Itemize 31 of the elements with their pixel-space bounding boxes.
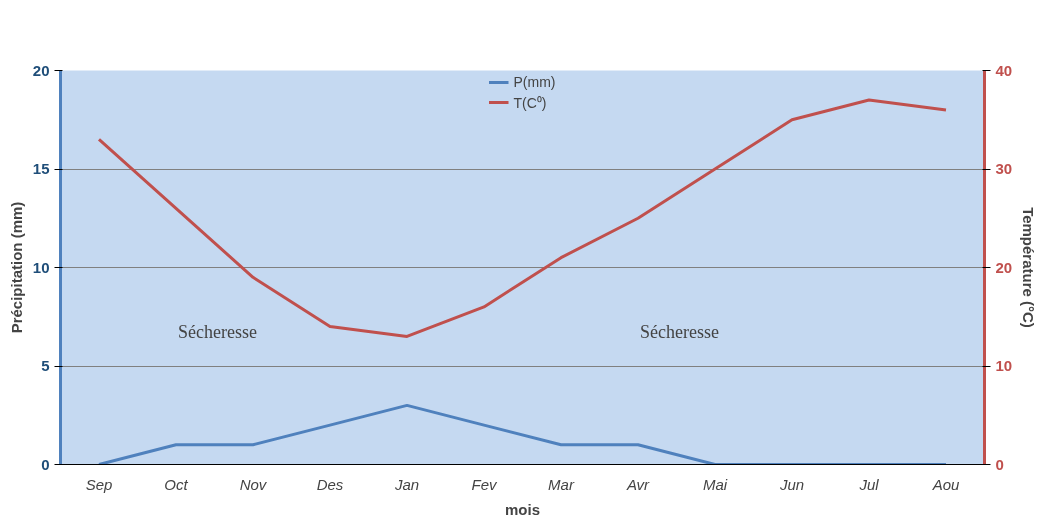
y2-tick-label: 10 (995, 357, 1013, 374)
line-series (97, 403, 948, 465)
legend-label: P(mm) (513, 74, 556, 90)
y2-tick-label: 20 (995, 258, 1013, 276)
y-tick-label: 10 (32, 258, 50, 276)
x-tick-label: Mar (548, 475, 575, 493)
line-series (97, 98, 948, 338)
x-tick-label: Fev (471, 475, 498, 493)
x-tick-label: Nov (239, 475, 268, 493)
y2-tick-label: 0 (995, 455, 1004, 473)
x-tick-label: Jan (393, 475, 420, 493)
y-tick-label: 5 (41, 357, 50, 374)
y-tick-label: 0 (41, 455, 50, 473)
x-tick-label: Sep (85, 475, 113, 493)
annotation: Sécheresse (640, 322, 720, 343)
y2-tick-label: 40 (995, 61, 1013, 79)
x-tick-label: Mai (702, 475, 728, 493)
x-tick-label: Aou (931, 475, 960, 493)
x-tick-label: Avr (625, 475, 651, 493)
y2-axis-title: Température (°C) (1020, 207, 1038, 328)
y2-tick-label: 30 (995, 160, 1013, 177)
x-tick-label: Jul (858, 475, 880, 493)
x-axis-title: mois (505, 500, 541, 518)
legend-label: T(C⁰) (513, 93, 547, 112)
x-tick-label: Jun (778, 475, 805, 493)
annotation: Sécheresse (178, 322, 258, 343)
x-tick-label: Des (316, 475, 344, 493)
y-axis-title: Précipitation (mm) (7, 201, 25, 334)
y-tick-label: 20 (32, 61, 50, 79)
x-tick-label: Oct (164, 475, 189, 493)
y-tick-label: 15 (32, 160, 50, 177)
